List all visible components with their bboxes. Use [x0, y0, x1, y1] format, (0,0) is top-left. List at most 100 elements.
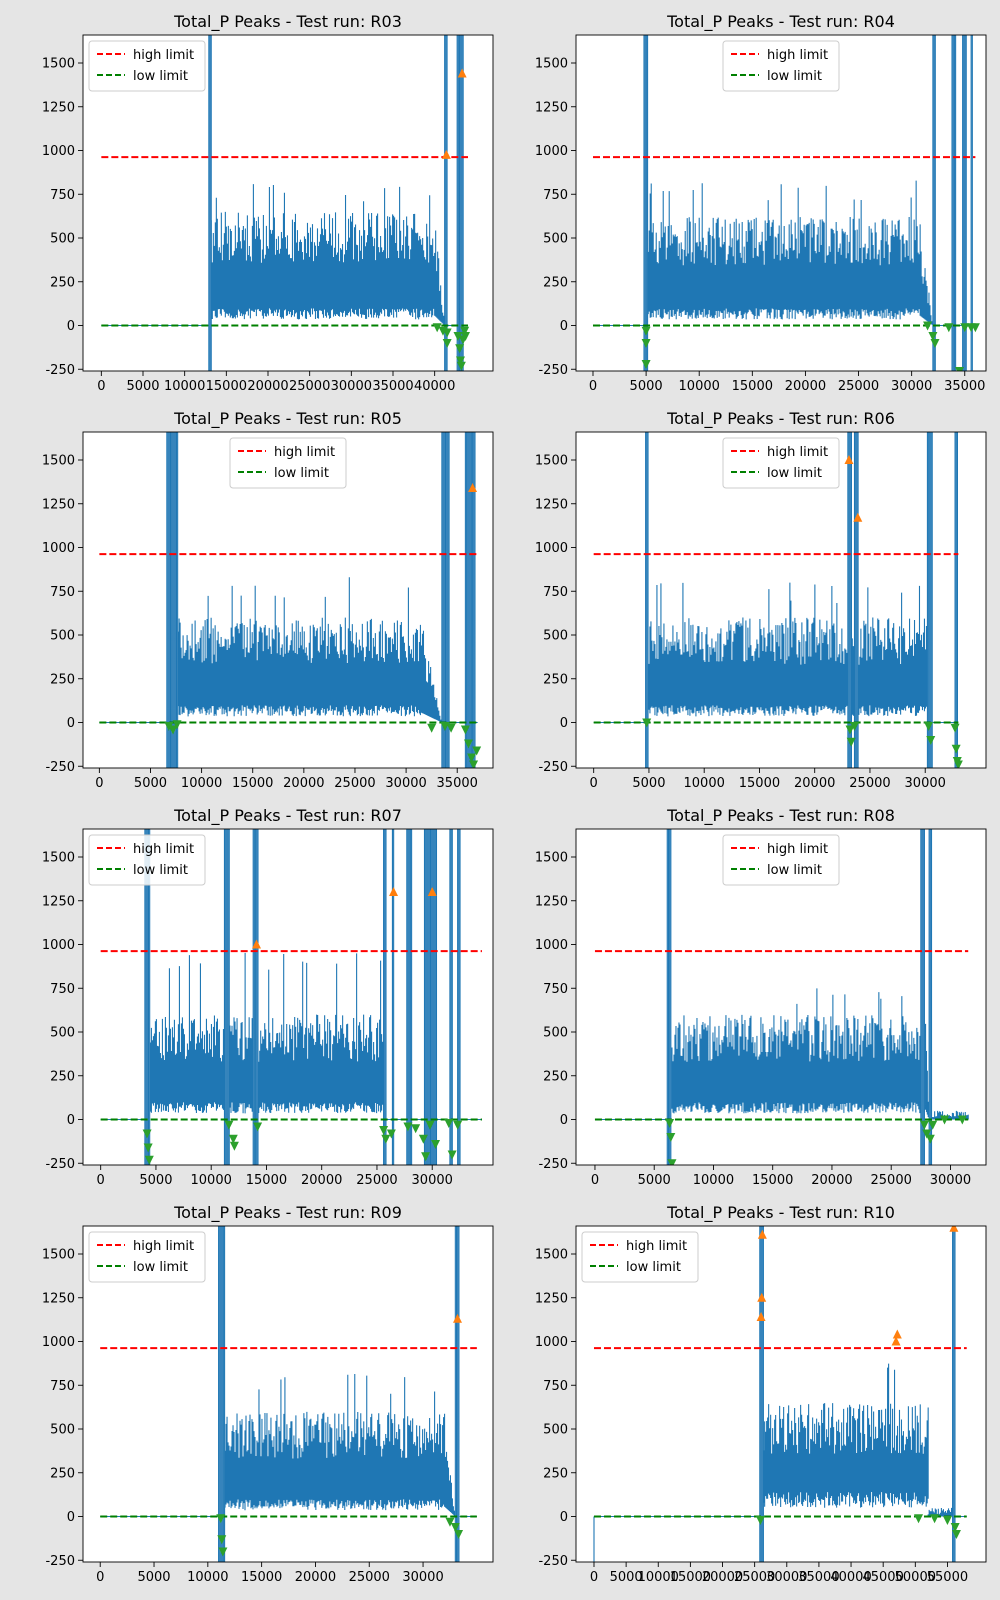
y-tick-label: 1000	[535, 938, 568, 953]
peak-down-marker	[665, 1119, 675, 1128]
peak-down-marker	[472, 746, 482, 756]
peak-down-marker	[641, 339, 651, 348]
y-tick-label: 250	[543, 275, 568, 290]
x-tick-label: 25000	[838, 379, 879, 394]
y-tick-label: 500	[50, 1423, 75, 1438]
x-tick-label: 15000	[752, 1173, 793, 1188]
peak-down-marker	[427, 723, 437, 733]
x-tick-label: 40000	[414, 379, 455, 394]
legend-low-label: low limit	[767, 863, 822, 878]
peak-down-marker	[442, 339, 452, 348]
peak-down-marker	[142, 1129, 152, 1139]
peak-down-marker	[172, 720, 182, 730]
x-tick-label: 15000	[670, 1570, 711, 1585]
peak-up-marker	[891, 1336, 901, 1346]
subplot-title: Total_P Peaks - Test run: R03	[173, 12, 402, 32]
peak-up-marker	[441, 149, 451, 159]
subplot-8: 0 500010000150002000025000300003500040000…	[535, 1203, 987, 1585]
y-tick-label: 500	[543, 1423, 568, 1438]
peak-down-marker	[950, 723, 960, 733]
peak-up-marker	[844, 455, 854, 464]
peak-down-marker	[446, 723, 456, 733]
peak-up-marker	[756, 1312, 766, 1321]
y-tick-label: 1250	[42, 497, 75, 512]
peak-up-marker	[757, 1229, 767, 1239]
y-tick-label: 1500	[42, 851, 75, 866]
legend-low-label: low limit	[626, 1260, 681, 1275]
peak-down-marker	[970, 323, 980, 333]
peak-down-marker	[445, 1517, 455, 1527]
subplot-7: 0 5000 10000 15000 20000 25000 30000 -250 0 250 50…	[42, 1203, 494, 1585]
peak-down-marker	[216, 1514, 226, 1524]
y-tick-label: 1250	[42, 894, 75, 909]
peak-down-marker	[919, 1120, 929, 1130]
y-tick-label: 1250	[535, 497, 568, 512]
x-tick-label: 20000	[702, 1570, 743, 1585]
peak-down-marker	[463, 739, 473, 749]
x-tick-label: 5000	[126, 379, 159, 394]
peak-down-marker	[386, 1129, 396, 1139]
y-tick-label: 0	[67, 1510, 75, 1525]
x-tick-label: 30000	[891, 379, 932, 394]
y-tick-label: 750	[50, 585, 75, 600]
legend-high-label: high limit	[133, 1239, 194, 1254]
axes-frame	[575, 34, 987, 372]
peak-down-marker	[432, 323, 442, 333]
peak-down-marker	[403, 1122, 413, 1132]
y-tick-label: 750	[50, 982, 75, 997]
legend-high-label: high limit	[133, 48, 194, 63]
x-tick-label: 15000	[246, 1173, 287, 1188]
y-tick-label: 1000	[42, 541, 75, 556]
legend: high limit low limit	[88, 834, 206, 886]
subplot-title: Total_P Peaks - Test run: R05	[173, 409, 402, 429]
peak-up-marker	[427, 887, 437, 896]
x-tick-label: 0	[589, 379, 597, 394]
y-tick-label: 250	[543, 1466, 568, 1481]
subplot-title: Total_P Peaks - Test run: R07	[173, 806, 402, 826]
x-tick-label: 0	[97, 379, 105, 394]
peak-down-marker	[755, 1516, 765, 1525]
y-tick-label: 0	[560, 1510, 568, 1525]
y-tick-label: -250	[538, 1157, 568, 1172]
subplot-6: 0 5000 10000 15000 20000 25000 30000 -250 0 250 50…	[535, 806, 987, 1188]
y-tick-label: 500	[543, 1026, 568, 1041]
subplot-title: Total_P Peaks - Test run: R09	[173, 1203, 402, 1223]
peak-down-marker	[461, 332, 470, 341]
peak-down-marker	[379, 1126, 389, 1135]
x-tick-label: 35000	[798, 1570, 839, 1585]
plot-content	[99, 432, 482, 768]
x-tick-label: 10000	[187, 1570, 228, 1585]
y-tick-label: 1000	[535, 541, 568, 556]
peak-down-marker	[450, 1523, 460, 1532]
y-tick-label: 750	[50, 188, 75, 203]
legend: high limit low limit	[88, 1231, 206, 1283]
x-tick-label: 25000	[349, 1570, 390, 1585]
x-tick-label: 0	[590, 776, 598, 791]
y-tick-label: -250	[538, 760, 568, 775]
peak-down-marker	[928, 1120, 938, 1130]
y-tick-label: 500	[543, 232, 568, 247]
x-tick-label: 10000	[191, 1173, 232, 1188]
peak-down-marker	[217, 1535, 227, 1545]
x-tick-label: 10000	[693, 1173, 734, 1188]
x-tick-label: 10000	[679, 379, 720, 394]
subplot-title: Total_P Peaks - Test run: R06	[666, 409, 895, 429]
x-tick-label: 25000	[734, 1570, 775, 1585]
x-tick-label: 30000	[930, 1173, 971, 1188]
peak-down-marker	[642, 718, 652, 728]
y-tick-label: 250	[543, 672, 568, 687]
y-tick-label: 750	[543, 188, 568, 203]
peak-down-marker	[442, 328, 452, 338]
subplot-1: 0 5000 10000 15000 20000 25000 30000 35000 40000…	[42, 12, 494, 394]
plot-content	[100, 829, 482, 1165]
peak-down-marker	[924, 722, 934, 731]
legend-high-label: high limit	[133, 842, 194, 857]
x-tick-label: 5000	[610, 1570, 643, 1585]
legend-low-label: low limit	[274, 466, 329, 481]
x-tick-label: 5000	[630, 379, 663, 394]
peak-down-marker	[467, 753, 477, 763]
y-tick-label: 0	[67, 716, 75, 731]
subplot-title: Total_P Peaks - Test run: R04	[666, 12, 895, 32]
y-tick-label: -250	[45, 363, 75, 378]
